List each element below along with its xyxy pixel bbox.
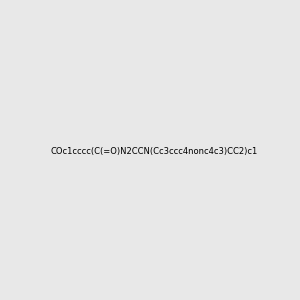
Text: COc1cccc(C(=O)N2CCN(Cc3ccc4nonc4c3)CC2)c1: COc1cccc(C(=O)N2CCN(Cc3ccc4nonc4c3)CC2)c… <box>50 147 257 156</box>
